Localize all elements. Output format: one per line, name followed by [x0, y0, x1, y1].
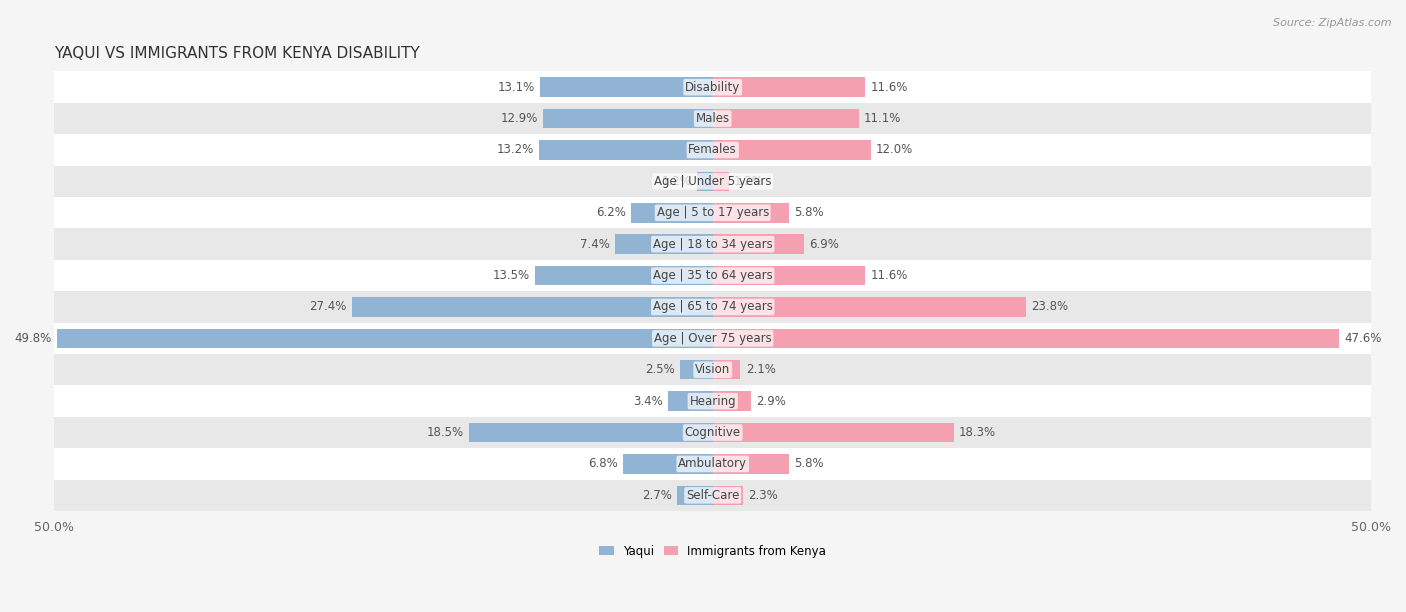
- Bar: [623, 454, 713, 474]
- Text: 7.4%: 7.4%: [581, 237, 610, 251]
- Bar: [668, 392, 713, 411]
- Text: 6.9%: 6.9%: [808, 237, 839, 251]
- Bar: [55, 386, 1371, 417]
- Bar: [543, 109, 713, 129]
- Text: 2.3%: 2.3%: [748, 489, 778, 502]
- Text: 18.5%: 18.5%: [427, 426, 464, 439]
- Bar: [713, 109, 859, 129]
- Bar: [55, 417, 1371, 448]
- Bar: [713, 266, 866, 285]
- Text: Age | 18 to 34 years: Age | 18 to 34 years: [652, 237, 772, 251]
- Text: 11.6%: 11.6%: [870, 81, 908, 94]
- Bar: [713, 454, 789, 474]
- Bar: [55, 480, 1371, 511]
- Bar: [55, 134, 1371, 166]
- Bar: [55, 354, 1371, 386]
- Bar: [616, 234, 713, 254]
- Bar: [352, 297, 713, 316]
- Text: 12.0%: 12.0%: [876, 143, 914, 157]
- Bar: [713, 140, 870, 160]
- Bar: [713, 78, 866, 97]
- Bar: [55, 448, 1371, 480]
- Text: 11.1%: 11.1%: [865, 112, 901, 125]
- Text: 18.3%: 18.3%: [959, 426, 995, 439]
- Text: 2.9%: 2.9%: [756, 395, 786, 408]
- Text: Age | Over 75 years: Age | Over 75 years: [654, 332, 772, 345]
- Text: 5.8%: 5.8%: [794, 206, 824, 219]
- Bar: [713, 234, 804, 254]
- Bar: [713, 392, 751, 411]
- Bar: [58, 329, 713, 348]
- Text: Disability: Disability: [685, 81, 741, 94]
- Bar: [55, 103, 1371, 134]
- Bar: [55, 323, 1371, 354]
- Text: 49.8%: 49.8%: [14, 332, 52, 345]
- Text: Females: Females: [689, 143, 737, 157]
- Text: 6.8%: 6.8%: [588, 457, 617, 471]
- Bar: [713, 171, 728, 191]
- Text: 2.7%: 2.7%: [643, 489, 672, 502]
- Bar: [470, 423, 713, 442]
- Text: 2.5%: 2.5%: [645, 364, 675, 376]
- Text: 47.6%: 47.6%: [1344, 332, 1382, 345]
- Text: 6.2%: 6.2%: [596, 206, 626, 219]
- Text: 5.8%: 5.8%: [794, 457, 824, 471]
- Text: 12.9%: 12.9%: [501, 112, 537, 125]
- Bar: [713, 423, 953, 442]
- Bar: [678, 485, 713, 505]
- Bar: [55, 228, 1371, 260]
- Bar: [55, 197, 1371, 228]
- Bar: [55, 291, 1371, 323]
- Text: Vision: Vision: [695, 364, 730, 376]
- Text: Age | 65 to 74 years: Age | 65 to 74 years: [652, 300, 773, 313]
- Bar: [713, 203, 789, 223]
- Bar: [55, 72, 1371, 103]
- Bar: [538, 140, 713, 160]
- Text: Age | Under 5 years: Age | Under 5 years: [654, 175, 772, 188]
- Bar: [713, 360, 741, 379]
- Text: 13.2%: 13.2%: [496, 143, 534, 157]
- Bar: [631, 203, 713, 223]
- Bar: [713, 329, 1340, 348]
- Bar: [55, 166, 1371, 197]
- Legend: Yaqui, Immigrants from Kenya: Yaqui, Immigrants from Kenya: [595, 540, 831, 562]
- Text: Hearing: Hearing: [689, 395, 735, 408]
- Text: Males: Males: [696, 112, 730, 125]
- Text: 13.5%: 13.5%: [492, 269, 530, 282]
- Text: 2.1%: 2.1%: [745, 364, 776, 376]
- Text: 13.1%: 13.1%: [498, 81, 534, 94]
- Text: Cognitive: Cognitive: [685, 426, 741, 439]
- Text: 1.2%: 1.2%: [734, 175, 763, 188]
- Bar: [679, 360, 713, 379]
- Text: Ambulatory: Ambulatory: [678, 457, 747, 471]
- Text: 3.4%: 3.4%: [633, 395, 662, 408]
- Text: 11.6%: 11.6%: [870, 269, 908, 282]
- Text: Age | 35 to 64 years: Age | 35 to 64 years: [652, 269, 772, 282]
- Text: 27.4%: 27.4%: [309, 300, 347, 313]
- Bar: [713, 485, 742, 505]
- Text: 23.8%: 23.8%: [1032, 300, 1069, 313]
- Bar: [540, 78, 713, 97]
- Text: 1.2%: 1.2%: [662, 175, 692, 188]
- Text: Age | 5 to 17 years: Age | 5 to 17 years: [657, 206, 769, 219]
- Bar: [55, 260, 1371, 291]
- Text: YAQUI VS IMMIGRANTS FROM KENYA DISABILITY: YAQUI VS IMMIGRANTS FROM KENYA DISABILIT…: [55, 46, 420, 61]
- Bar: [697, 171, 713, 191]
- Text: Source: ZipAtlas.com: Source: ZipAtlas.com: [1274, 18, 1392, 28]
- Bar: [534, 266, 713, 285]
- Text: Self-Care: Self-Care: [686, 489, 740, 502]
- Bar: [713, 297, 1026, 316]
